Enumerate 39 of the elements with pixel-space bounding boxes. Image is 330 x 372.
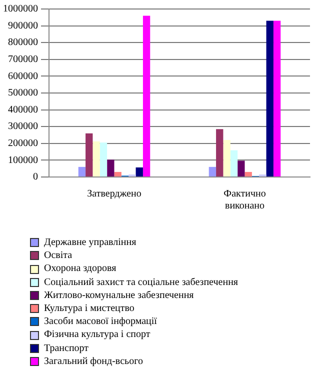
legend-label: Житлово-комунальне забезпечення — [44, 288, 194, 302]
x-tick-label: Фактично виконано — [224, 188, 266, 212]
x-tick-label: Затверджено — [87, 188, 142, 200]
bar — [100, 142, 108, 176]
bar — [230, 150, 238, 176]
bar — [114, 172, 122, 176]
y-tick-label: 300000 — [8, 121, 38, 132]
y-tick-label: 500000 — [8, 88, 38, 99]
bar — [266, 20, 274, 176]
y-tick-label: 900000 — [8, 20, 38, 32]
bar — [142, 16, 150, 176]
bar — [78, 166, 86, 176]
bar — [223, 140, 230, 176]
y-tick-label: 700000 — [8, 54, 38, 66]
legend-label: Загальний фонд-всього — [44, 354, 143, 368]
bar — [92, 141, 100, 176]
legend-label: Транспорт — [44, 342, 89, 355]
y-tick-label: 200000 — [8, 138, 38, 150]
legend-label: Освіта — [44, 249, 72, 262]
legend-label: Охорона здоровя — [44, 262, 116, 276]
y-tick-label: 100000 — [8, 154, 38, 166]
bar — [136, 167, 143, 176]
legend-label: Культура і мистецтво — [44, 302, 134, 316]
legend-label: Засоби масової інформації — [44, 315, 157, 328]
bar — [86, 133, 93, 176]
bar — [216, 129, 224, 176]
bar — [273, 20, 281, 176]
y-tick-label: 600000 — [8, 70, 38, 82]
legend-label: Соціальний захист та соціальне забезпечення — [44, 276, 238, 289]
y-tick-label: 0 — [33, 172, 38, 183]
bar — [208, 166, 216, 176]
legend-label: Державне управління — [44, 236, 136, 250]
y-tick-label: 800000 — [8, 37, 38, 48]
bar — [244, 172, 252, 176]
bar — [107, 160, 114, 176]
y-tick-label: 400000 — [8, 104, 38, 116]
bar — [238, 160, 245, 176]
y-tick-label: 1000000 — [3, 4, 38, 15]
legend-label: Фізична культура і спорт — [44, 328, 150, 342]
